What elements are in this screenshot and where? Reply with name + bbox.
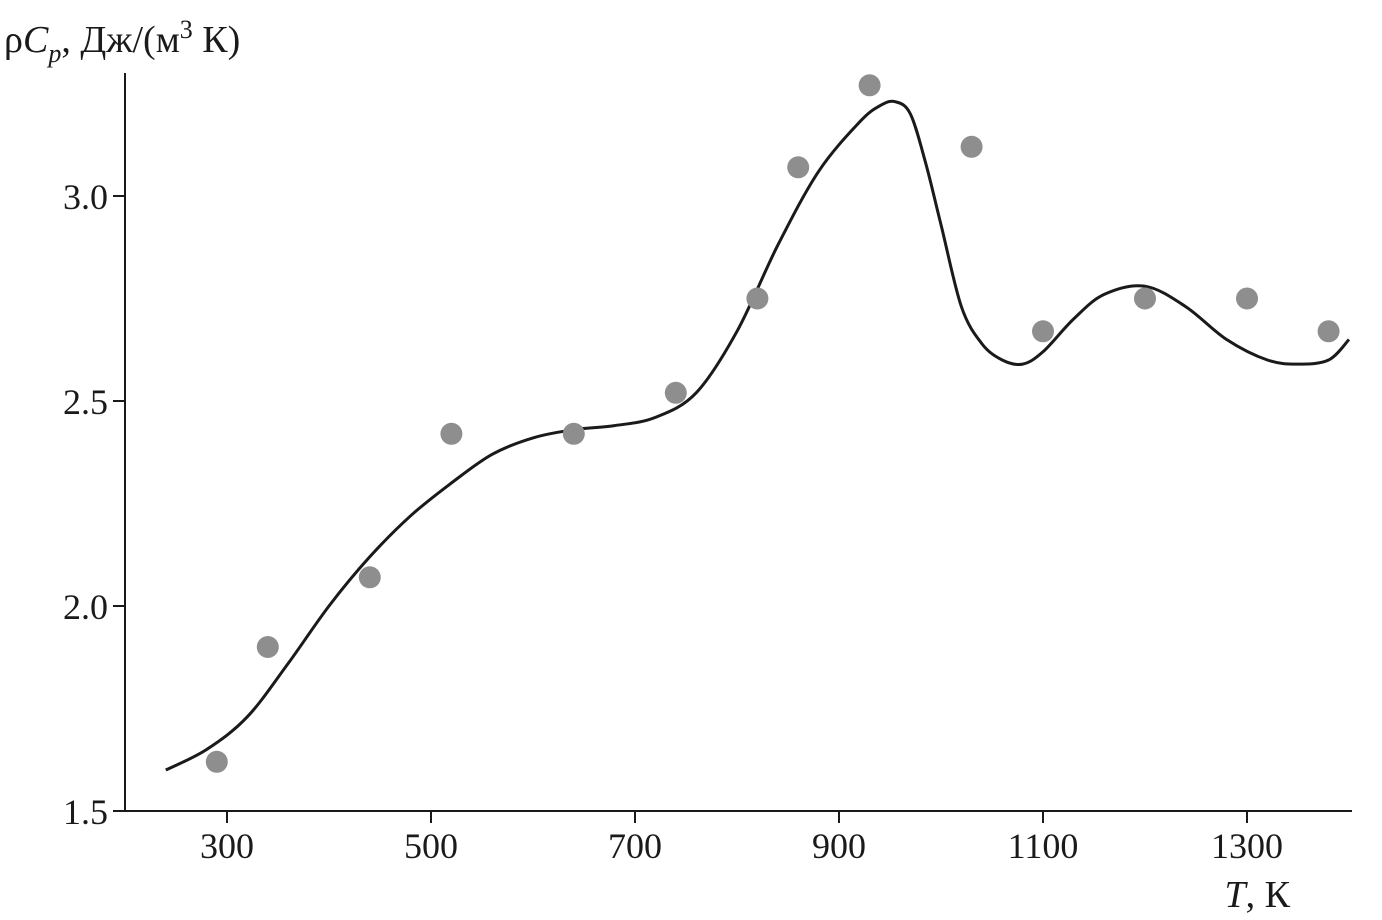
y-axis-title-subscript: p bbox=[46, 39, 61, 68]
data-point bbox=[664, 381, 687, 404]
data-point bbox=[358, 566, 381, 589]
y-axis-title: ρCp, Дж/(м3 К) bbox=[4, 15, 240, 68]
x-tick-label: 700 bbox=[608, 826, 662, 866]
x-tick-label: 900 bbox=[812, 826, 866, 866]
data-point bbox=[256, 636, 279, 658]
fit-curve-layer bbox=[165, 99, 1351, 772]
fit-curve-line bbox=[165, 99, 1351, 772]
data-point bbox=[440, 422, 463, 445]
data-point bbox=[1236, 287, 1258, 310]
x-tick-label: 300 bbox=[200, 826, 254, 866]
x-axis-title-unit: , К bbox=[1246, 874, 1291, 916]
data-point bbox=[960, 135, 983, 158]
x-tick-label: 500 bbox=[404, 826, 458, 866]
y-axis-title-symbol: C bbox=[23, 19, 49, 61]
y-tick-label: 3.0 bbox=[63, 177, 108, 217]
data-points-layer bbox=[205, 74, 1340, 773]
y-axis-title-superscript: 3 bbox=[180, 15, 193, 44]
axes bbox=[124, 73, 1352, 812]
data-point bbox=[1317, 320, 1340, 343]
y-axis-title-prefix: ρ bbox=[4, 19, 23, 61]
y-axis-title-unit-start: , Дж/(м bbox=[61, 19, 179, 61]
data-point bbox=[1134, 287, 1156, 310]
y-tick-label: 2.0 bbox=[63, 587, 108, 627]
y-tick-label: 1.5 bbox=[63, 792, 108, 832]
data-point bbox=[562, 422, 585, 445]
data-point bbox=[858, 74, 881, 97]
x-tick-label: 1100 bbox=[1008, 826, 1079, 866]
x-axis-title-symbol: T bbox=[1225, 874, 1249, 916]
data-point bbox=[787, 156, 810, 179]
data-point bbox=[1032, 320, 1054, 343]
ticks: 300 500 700 900 1100 1300 1.5 2.0 2.5 3.0 bbox=[63, 177, 1283, 866]
data-point bbox=[205, 750, 228, 773]
y-tick-label: 2.5 bbox=[63, 382, 108, 422]
x-axis-title: T, К bbox=[1225, 874, 1291, 916]
data-point bbox=[746, 287, 769, 310]
y-axis-title-unit-end: К) bbox=[193, 19, 241, 61]
x-tick-label: 1300 bbox=[1211, 826, 1283, 866]
